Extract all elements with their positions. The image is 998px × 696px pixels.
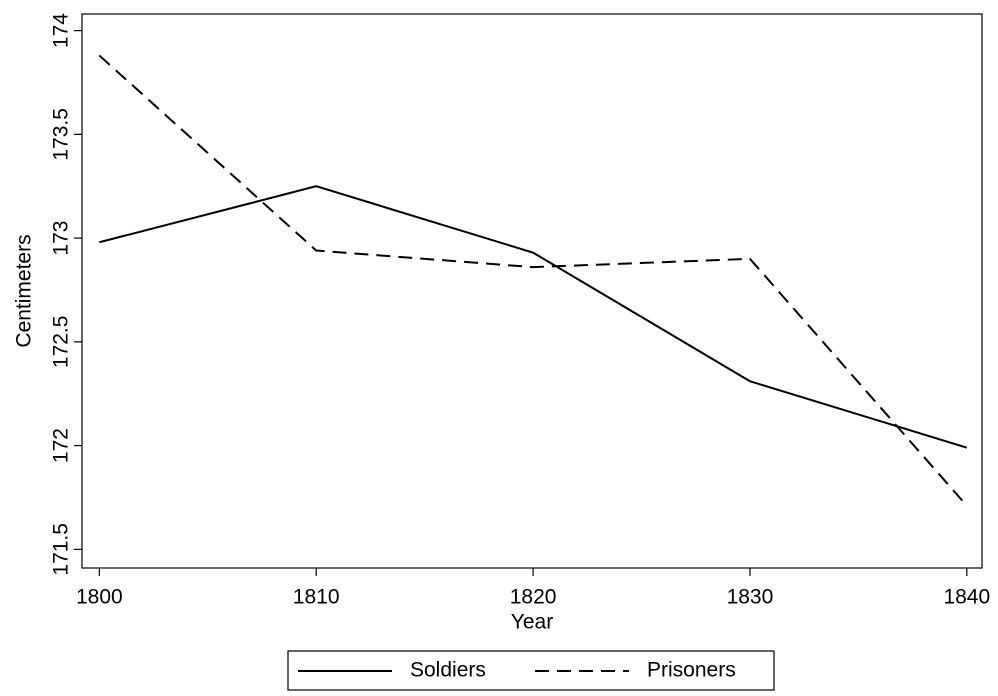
x-tick-label: 1840 xyxy=(943,586,990,609)
plot-frame xyxy=(81,13,983,569)
y-tick-label: 174 xyxy=(50,13,73,48)
series-line xyxy=(98,54,968,507)
x-tick-label: 1810 xyxy=(293,586,340,609)
series-line xyxy=(99,185,968,449)
y-axis-label: Centimeters xyxy=(13,234,36,347)
legend-label: Soldiers xyxy=(410,659,486,682)
y-tick-label: 171.5 xyxy=(50,523,73,576)
y-tick-label: 173.5 xyxy=(50,108,73,161)
y-tick-label: 173 xyxy=(50,221,73,256)
x-tick-label: 1820 xyxy=(510,586,557,609)
y-tick-label: 172.5 xyxy=(50,316,73,369)
legend-label: Prisoners xyxy=(647,659,736,682)
x-axis-label: Year xyxy=(511,611,553,634)
x-tick-label: 1800 xyxy=(76,586,123,609)
x-tick-label: 1830 xyxy=(727,586,774,609)
y-tick-label: 172 xyxy=(50,428,73,463)
